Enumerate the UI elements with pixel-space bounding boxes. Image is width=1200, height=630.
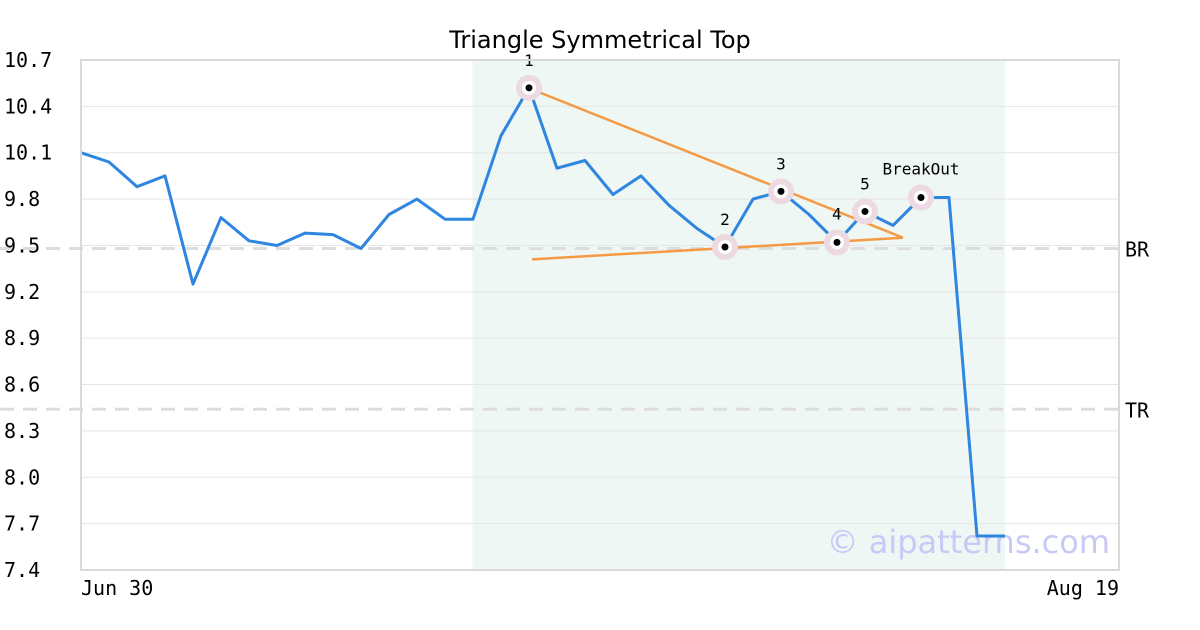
pattern-point-label: 3 (776, 154, 786, 173)
pattern-point-label: BreakOut (882, 160, 959, 179)
reference-lines: BR TR (0, 238, 1150, 422)
x-tick-label: Aug 19 (1047, 576, 1119, 600)
grid (81, 105, 1119, 525)
pattern-point-dot (917, 194, 925, 202)
y-tick-label: 8.9 (4, 326, 40, 350)
pattern-point-dot (833, 238, 841, 246)
watermark: © aipatterns.com (827, 523, 1110, 561)
price-series-line (80, 86, 1005, 538)
y-tick-label: 7.7 (4, 512, 40, 536)
y-axis-labels: 10.7 10.4 10.1 9.8 9.5 9.2 8.9 8.6 8.3 8.0 7.7 7.4 (4, 48, 52, 582)
pattern-point-label: 2 (720, 210, 730, 229)
reference-line-label: BR (1125, 238, 1150, 262)
y-tick-label: 10.7 (4, 48, 52, 72)
trend-line (531, 88, 904, 239)
y-tick-label: 9.8 (4, 187, 40, 211)
reference-line-label: TR (1125, 398, 1150, 422)
y-tick-label: 8.3 (4, 419, 40, 443)
pattern-point-dot (777, 187, 785, 195)
y-tick-label: 10.1 (4, 141, 52, 165)
y-tick-label: 10.4 (4, 94, 52, 118)
pattern-point-dot (861, 207, 869, 215)
y-tick-label: 8.6 (4, 373, 40, 397)
plot-frame (80, 59, 1120, 571)
y-tick-label: 9.5 (4, 233, 40, 257)
y-tick-label: 9.2 (4, 280, 40, 304)
y-tick-label: 8.0 (4, 465, 40, 489)
shaded-region (472, 60, 1005, 570)
x-tick-label: Jun 30 (81, 576, 153, 600)
pattern-point-label: 5 (860, 174, 870, 193)
x-axis-labels: Jun 30 Aug 19 (81, 576, 1119, 600)
pattern-point-dot (525, 84, 533, 92)
y-tick-label: 7.4 (4, 558, 40, 582)
chart-title: Triangle Symmetrical Top (448, 26, 751, 54)
pattern-point-label: 4 (832, 204, 842, 223)
pattern-point-dot (721, 243, 729, 251)
